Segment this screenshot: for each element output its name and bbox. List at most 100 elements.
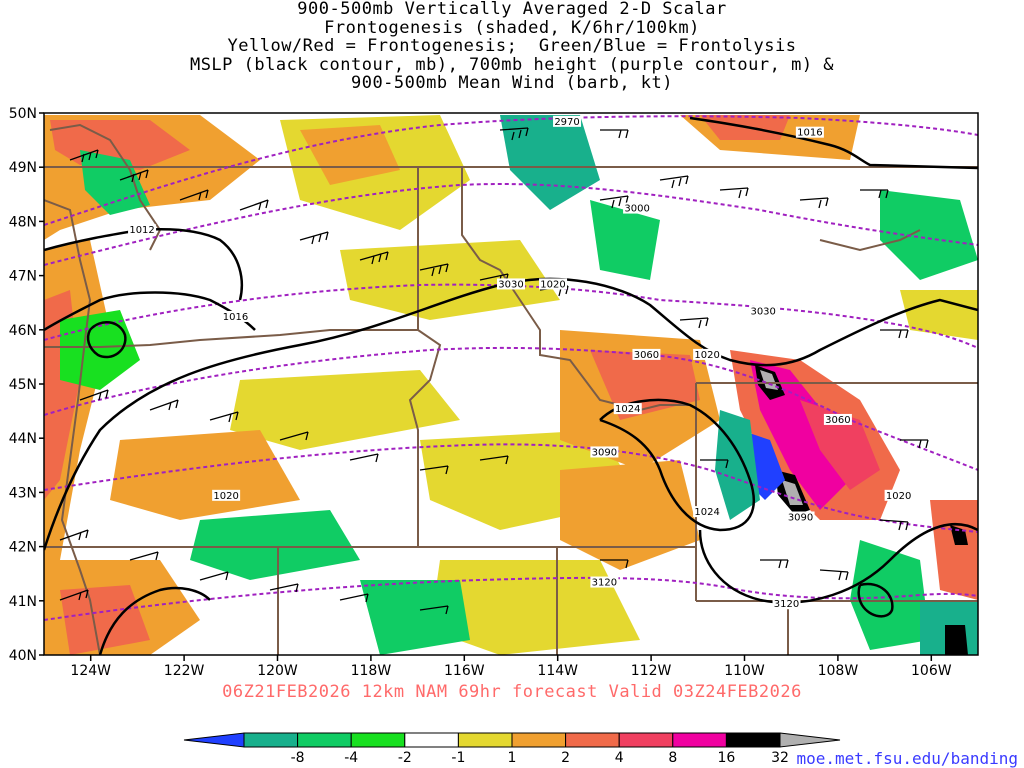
colorbar-label: -8 [291,750,305,766]
height-label: 3030 [498,279,523,290]
lon-tick-label: 124W [70,663,111,679]
colorbar-segment [565,732,620,748]
height-label-bg [632,348,661,360]
barb [860,189,889,199]
shade-central-yellow2 [230,370,460,450]
mslp-contour-labels: 1016 1012 1016 1020 1020 1024 1020 1024 1020 [128,126,913,518]
barb [819,569,849,581]
mslp-label: 1012 [129,225,154,236]
height-3030-a [44,283,978,349]
barb [760,559,789,569]
barb [199,571,229,581]
shade-utah-green [360,580,470,655]
mslp-1020-se [698,522,978,604]
lon-tick-label: 116W [444,663,485,679]
barb [599,195,629,209]
mslp-1016-n [689,116,978,170]
colorbar-label: 32 [771,750,789,766]
mslp-label: 1020 [886,491,911,502]
barb [419,605,449,615]
height-3120 [44,576,978,621]
barb [880,329,909,339]
colorbar-labels: -8 -4 -2 -1 1 2 4 8 16 32 [291,750,789,766]
border-coast [44,199,101,655]
colorbar-segment [297,732,352,748]
colorbar-label: -1 [451,750,465,766]
mslp-label: 1024 [615,404,640,415]
border-wa-or [44,329,418,348]
lon-tick-label: 108W [818,663,859,679]
mslp-1020-central [44,277,978,551]
barb [149,399,179,411]
shade-central-orange [110,430,300,520]
lat-tick-label: 43N [9,485,37,501]
height-label: 3060 [825,415,850,426]
colorbar-segment [618,732,674,748]
mslp-1020-ring [857,582,894,618]
longitude-axis: 124W 122W 120W 118W 116W 114W 112W 110W 108W 106W [70,655,952,679]
mslp-1024-far [98,586,211,655]
barb [719,187,749,199]
lat-tick-label: 47N [9,269,37,285]
shade-sw-oregon-red [60,585,150,655]
height-label: 3090 [788,513,813,524]
height-label: 3090 [592,447,617,458]
barb [679,317,709,329]
lon-tick-label: 114W [537,663,578,679]
height-label: 3060 [634,350,659,361]
valid-time-line: 06Z21FEB2026 12km NAM 69hr forecast Vali… [222,682,802,702]
height-label-bg [590,576,619,588]
barb [659,175,689,189]
wind-barbs [59,127,929,615]
barb [269,583,299,593]
lon-tick-label: 110W [724,663,765,679]
mslp-label: 1016 [223,312,248,323]
title-line-2: Frontogenesis (shaded, K/6hr/100km) [324,17,700,38]
barb [900,439,929,449]
mslp-label-bg [128,224,157,236]
shade-montana-green2 [590,200,660,280]
barb [209,411,239,423]
height-label-bg [786,511,815,523]
mslp-label: 1016 [797,128,822,139]
colorbar-segment [725,732,781,748]
mslp-label: 1020 [213,491,238,502]
lon-tick-label: 118W [351,663,392,679]
source-link[interactable]: moe.met.fsu.edu/banding [796,749,1018,768]
shade-central-yellow [340,240,560,320]
colorbar-label: 1 [508,750,517,766]
mslp-label-bg [693,348,722,360]
mslp-label: 1020 [540,279,565,290]
barb [359,251,389,265]
mslp-coast-loop [86,321,127,359]
mslp-1024 [599,398,755,532]
mslp-label-bg [884,489,913,501]
title-line-1: 900-500mb Vertically Averaged 2-D Scalar [297,0,727,19]
height-label-bg [590,446,619,458]
shade-e-yellow [900,290,978,340]
frontogenesis-shading [44,115,978,655]
colorbar-segment [350,732,406,748]
height-label-bg [497,278,525,290]
barb [59,589,89,601]
plot-layers: 1016 1012 1016 1020 1020 1024 1020 1024 1020 297… [44,115,978,655]
shade-co-red [930,500,978,600]
colorbar-segment [457,732,513,748]
lon-tick-label: 112W [631,663,672,679]
title-line-3: Yellow/Red = Frontogenesis; Green/Blue =… [227,36,797,56]
colorbar-label: -4 [344,750,358,766]
height-label: 3120 [774,599,799,610]
mslp-contours [44,116,978,655]
shade-wy-red [590,350,700,420]
barb [879,519,909,531]
colorbar-left-arrow [183,732,245,748]
lat-tick-label: 40N [9,648,37,664]
title-line-4: MSLP (black contour, mb), 700mb height (… [189,54,835,75]
barb [279,431,309,441]
lon-tick-label: 122W [164,663,205,679]
mslp-label-bg [221,310,250,322]
mslp-label: 1020 [694,350,719,361]
colorbar-label: 16 [717,750,735,766]
height-label-bg [749,305,778,317]
height-label: 3000 [624,204,649,215]
